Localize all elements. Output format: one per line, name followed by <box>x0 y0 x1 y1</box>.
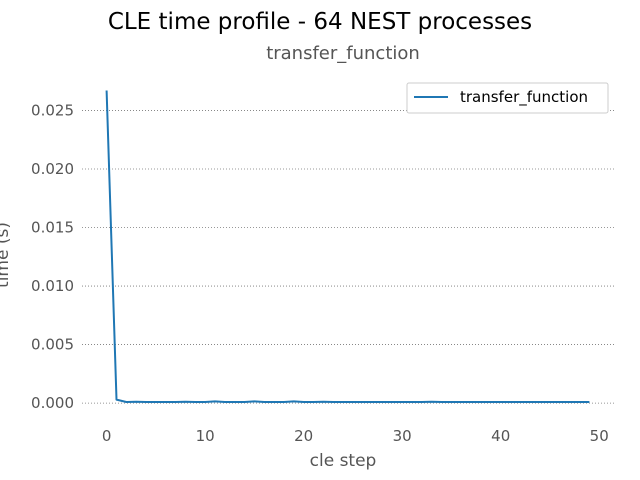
y-tick-label: 0.005 <box>31 336 74 354</box>
x-tick-label: 10 <box>196 427 215 445</box>
x-tick-label: 40 <box>491 427 510 445</box>
y-axis-ticks: 0.000 0.005 0.010 0.015 0.020 0.025 <box>31 101 74 412</box>
series-layer <box>105 90 590 403</box>
x-axis-ticks: 0 10 20 30 40 50 <box>102 427 609 445</box>
x-axis-label: cle step <box>310 451 377 471</box>
y-tick-label: 0.010 <box>31 277 74 295</box>
legend-label: transfer_function <box>460 88 588 107</box>
legend-box <box>406 82 609 114</box>
chart-title: CLE time profile - 64 NEST processes <box>108 9 532 35</box>
x-tick-label: 30 <box>393 427 412 445</box>
y-tick-label: 0.000 <box>31 394 74 412</box>
grid <box>82 110 614 404</box>
x-tick-label: 50 <box>590 427 609 445</box>
legend: transfer_function <box>406 82 609 114</box>
series-line-transfer_function <box>105 90 590 403</box>
x-tick-label: 20 <box>294 427 313 445</box>
chart-subtitle: transfer_function <box>266 43 420 64</box>
y-tick-label: 0.020 <box>31 160 74 178</box>
y-tick-label: 0.025 <box>31 101 74 119</box>
x-tick-label: 0 <box>102 427 112 445</box>
y-tick-label: 0.015 <box>31 219 74 237</box>
y-axis-label: time (s) <box>0 222 13 288</box>
